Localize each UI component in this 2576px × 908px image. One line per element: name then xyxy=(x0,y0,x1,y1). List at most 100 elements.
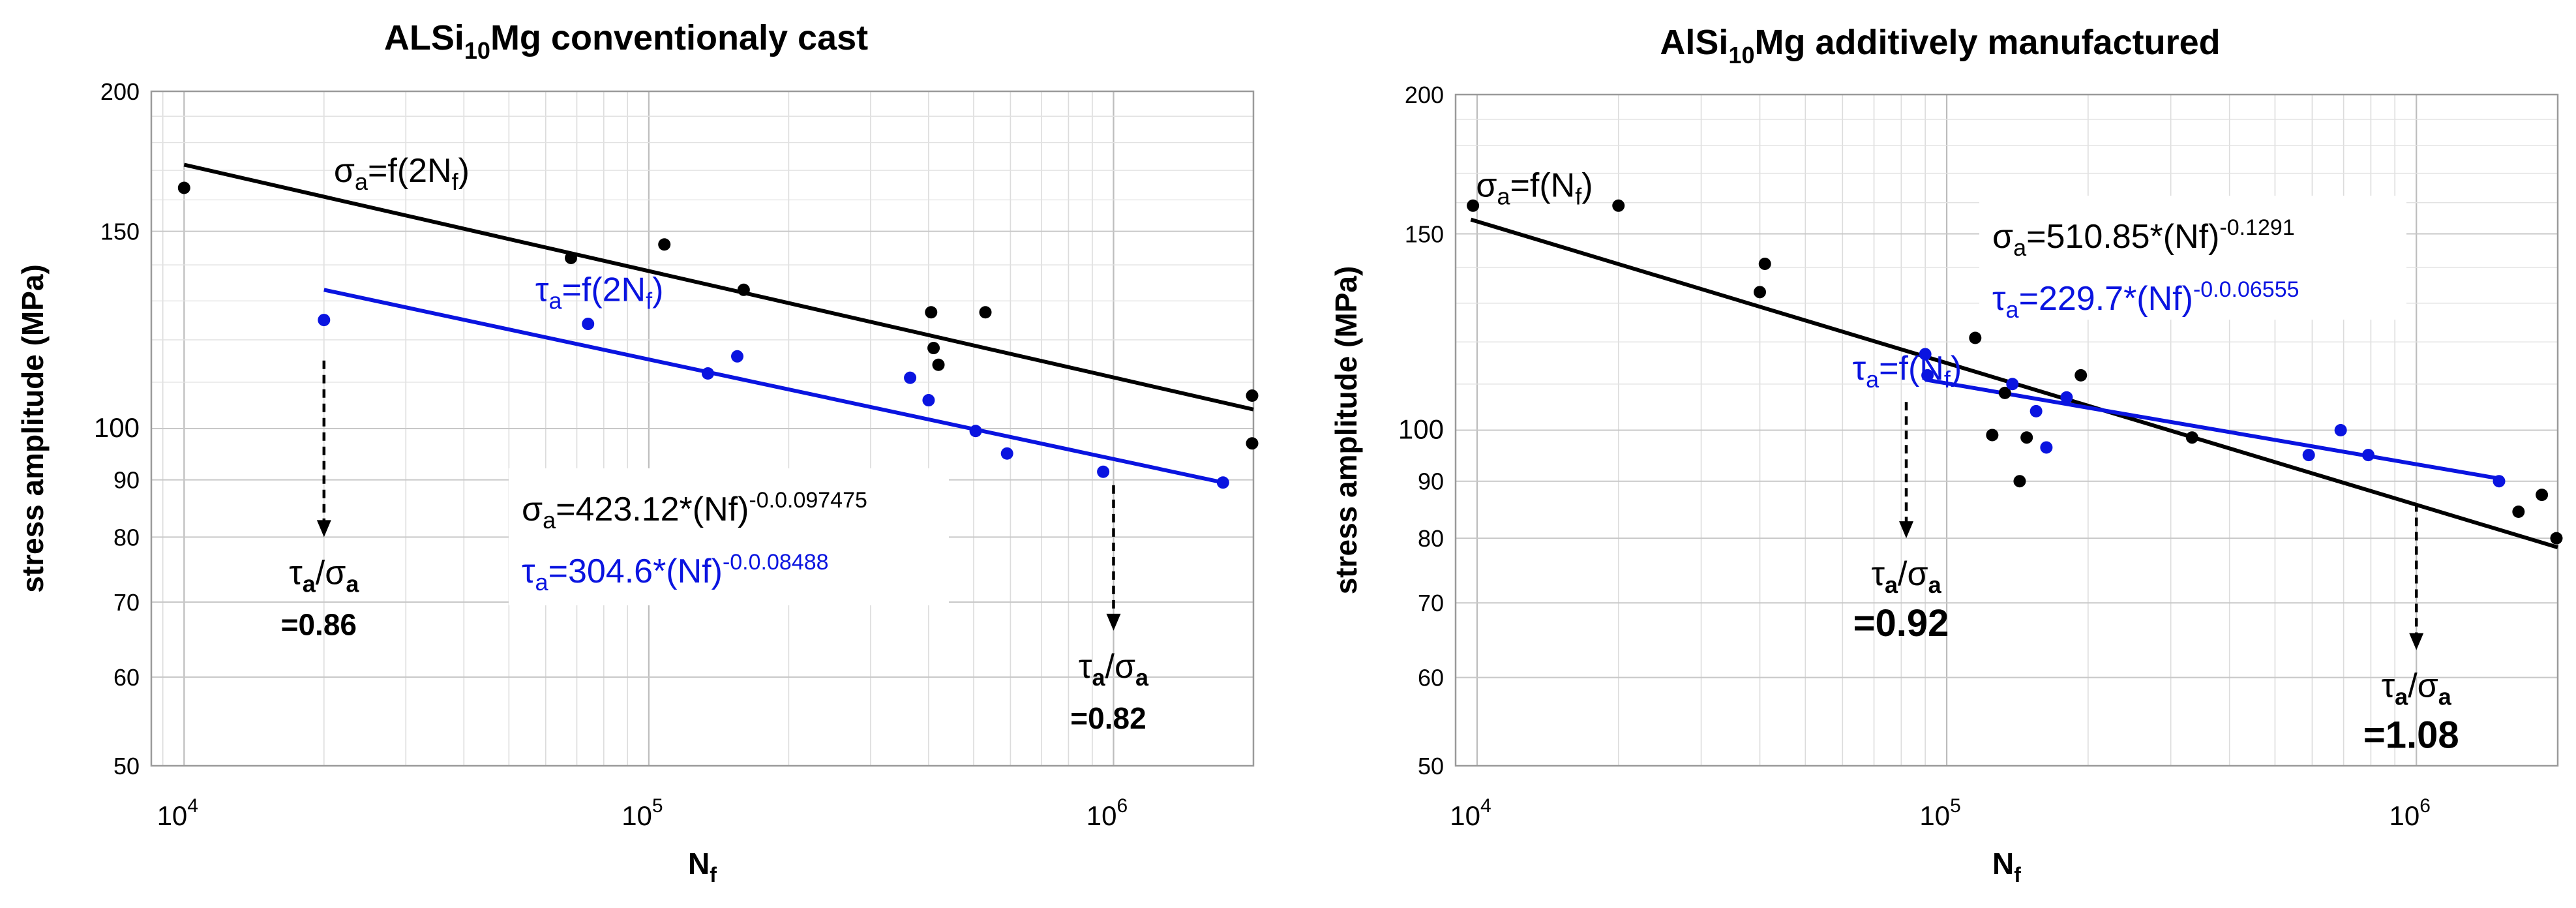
equation-a: σa=423.12*(Nf)-0.0.097475 xyxy=(522,488,867,534)
data-point-tau_a xyxy=(2493,475,2506,488)
data-point-sigma_a xyxy=(737,283,750,296)
equation-a: τa=229.7*(Nf)-0.0.06555 xyxy=(1992,277,2299,323)
data-point-sigma_a xyxy=(2020,431,2033,444)
cast-panel: 50 60 70 80 90 100 150 200 104 105 106 stress ampli… xyxy=(16,18,1259,886)
data-point-sigma_a xyxy=(1612,199,1625,212)
y-tick-label: 150 xyxy=(100,219,140,245)
ratio-label: τa/σa xyxy=(1079,648,1149,691)
data-point-tau_a xyxy=(922,394,935,407)
data-point-sigma_a xyxy=(2512,506,2525,519)
fit-line-sigma_a xyxy=(183,162,1254,412)
y-tick-label: 80 xyxy=(1418,525,1444,552)
data-point-tau_a xyxy=(904,371,917,384)
ratio-label: τa/σa xyxy=(1871,555,1941,598)
data-point-tau_a xyxy=(2334,424,2347,436)
x-tick-label: 105 xyxy=(1919,795,1960,831)
x-tick-label: 106 xyxy=(1086,795,1128,831)
chart-title: ALSi10Mg conventionaly cast xyxy=(384,18,868,64)
data-point-sigma_a xyxy=(658,238,671,251)
arrow-head-icon xyxy=(1106,613,1121,631)
ratio-label: τa/σa xyxy=(289,554,359,597)
x-tick-label: 104 xyxy=(157,795,198,831)
data-point-sigma_a xyxy=(979,306,992,319)
y-tick-label: 200 xyxy=(1405,82,1444,108)
ratio-value: =0.86 xyxy=(281,607,357,641)
data-point-sigma_a xyxy=(1246,437,1259,450)
ratio-label: τa/σa xyxy=(2382,667,2452,710)
y-tick-label: 90 xyxy=(1418,468,1444,495)
x-tick-label: 104 xyxy=(1450,795,1491,831)
data-point-sigma_a xyxy=(2074,369,2088,382)
equation-box xyxy=(509,468,949,605)
data-point-sigma_a xyxy=(1246,389,1259,402)
data-point-tau_a xyxy=(2029,404,2043,417)
fit-line-tau_a xyxy=(1925,378,2500,481)
data-point-tau_a xyxy=(969,425,982,438)
x-axis-label: Nf xyxy=(1992,847,2021,886)
y-tick-label: 50 xyxy=(1418,753,1444,779)
data-point-tau_a xyxy=(2302,449,2315,462)
arrow-head-icon xyxy=(316,520,331,537)
additive-panel: 50 60 70 80 90 100 150 200 104 105 106 stress ampli… xyxy=(1329,23,2563,886)
plot-frame xyxy=(1454,93,2559,767)
y-tick-label: 100 xyxy=(94,412,140,443)
data-point-tau_a xyxy=(1919,348,1932,361)
data-point-sigma_a xyxy=(177,181,190,194)
y-tick-label: 80 xyxy=(113,524,140,551)
data-point-tau_a xyxy=(1921,369,1934,382)
y-tick-label: 50 xyxy=(113,753,140,779)
data-point-sigma_a xyxy=(2550,532,2563,545)
data-point-tau_a xyxy=(701,367,714,380)
y-tick-label: 200 xyxy=(100,78,140,105)
data-point-tau_a xyxy=(731,350,744,363)
data-point-tau_a xyxy=(582,318,595,331)
y-tick-label: 100 xyxy=(1398,414,1444,445)
equation-box xyxy=(1979,196,2406,320)
data-point-tau_a xyxy=(1216,476,1229,489)
y-tick-label: 70 xyxy=(113,589,140,616)
data-point-tau_a xyxy=(2060,391,2073,404)
data-point-sigma_a xyxy=(2185,431,2198,444)
ratio-value: =0.82 xyxy=(1070,701,1146,735)
data-point-tau_a xyxy=(318,314,331,327)
data-point-sigma_a xyxy=(925,306,938,319)
y-axis-label: stress amplitude (MPa) xyxy=(1329,266,1363,595)
data-point-sigma_a xyxy=(932,358,945,371)
y-axis-label: stress amplitude (MPa) xyxy=(16,264,50,593)
data-point-sigma_a xyxy=(1969,331,1982,344)
data-point-sigma_a xyxy=(1467,199,1480,212)
grid xyxy=(1455,94,2558,766)
data-point-sigma_a xyxy=(2536,489,2549,502)
y-tick-label: 60 xyxy=(113,664,140,691)
arrow-head-icon xyxy=(2409,633,2424,650)
chart-title: AlSi10Mg additively manufactured xyxy=(1660,23,2220,68)
x-tick-label: 106 xyxy=(2389,795,2431,831)
fit-line-tau_a xyxy=(323,288,1223,485)
arrow-head-icon xyxy=(1899,521,1914,539)
y-tick-label: 150 xyxy=(1405,221,1444,248)
ratio-value: =0.92 xyxy=(1853,602,1949,644)
x-tick-label: 105 xyxy=(622,795,663,831)
y-tick-label: 70 xyxy=(1418,590,1444,616)
x-axis-label: Nf xyxy=(688,847,717,886)
curve-label: τa=f(2Nf) xyxy=(535,271,664,314)
ratio-value: =1.08 xyxy=(2363,714,2459,757)
data-point-tau_a xyxy=(1097,465,1110,478)
curve-label: τa=f(Nf) xyxy=(1853,350,1962,393)
curve-label: σa=f(Nf) xyxy=(1476,166,1593,209)
data-point-sigma_a xyxy=(1998,386,2011,399)
data-point-tau_a xyxy=(2006,378,2019,391)
data-point-sigma_a xyxy=(1758,257,1771,270)
y-tick-label: 90 xyxy=(113,467,140,494)
data-point-sigma_a xyxy=(2013,475,2026,488)
equation-a: σa=510.85*(Nf)-0.1291 xyxy=(1992,215,2295,261)
y-tick-label: 60 xyxy=(1418,665,1444,691)
data-point-tau_a xyxy=(2040,441,2053,454)
plot-frame xyxy=(150,90,1255,767)
equation-a: τa=304.6*(Nf)-0.0.08488 xyxy=(522,550,829,596)
curve-label: σa=f(2Nf) xyxy=(334,152,470,195)
data-point-sigma_a xyxy=(1986,429,1999,442)
data-point-sigma_a xyxy=(565,251,578,264)
data-point-tau_a xyxy=(1000,447,1013,460)
